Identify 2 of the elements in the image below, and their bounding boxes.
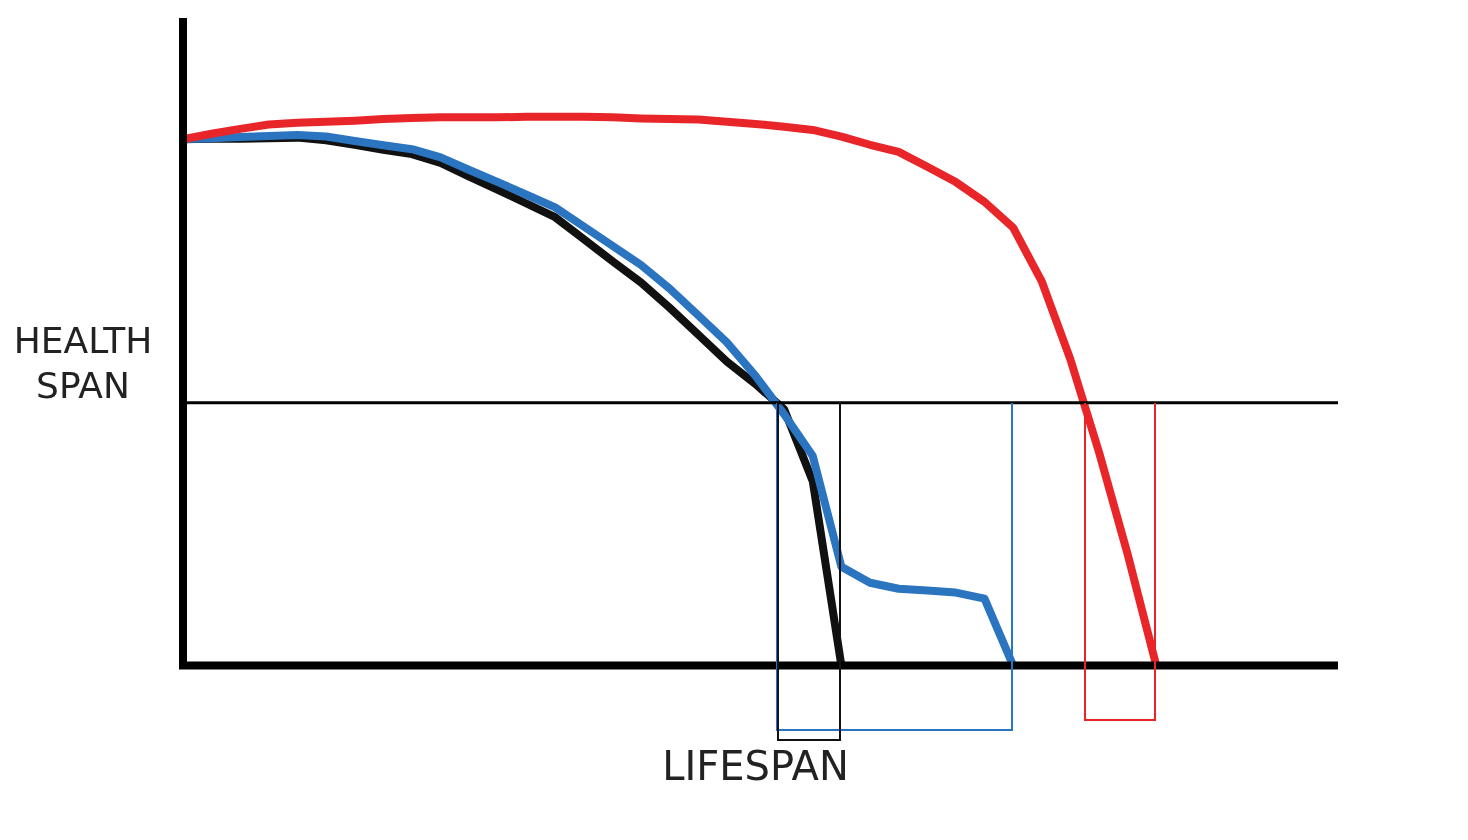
y-axis-title: HEALTH SPAN [12, 319, 154, 408]
x-axis-title: LIFESPAN [662, 743, 849, 790]
